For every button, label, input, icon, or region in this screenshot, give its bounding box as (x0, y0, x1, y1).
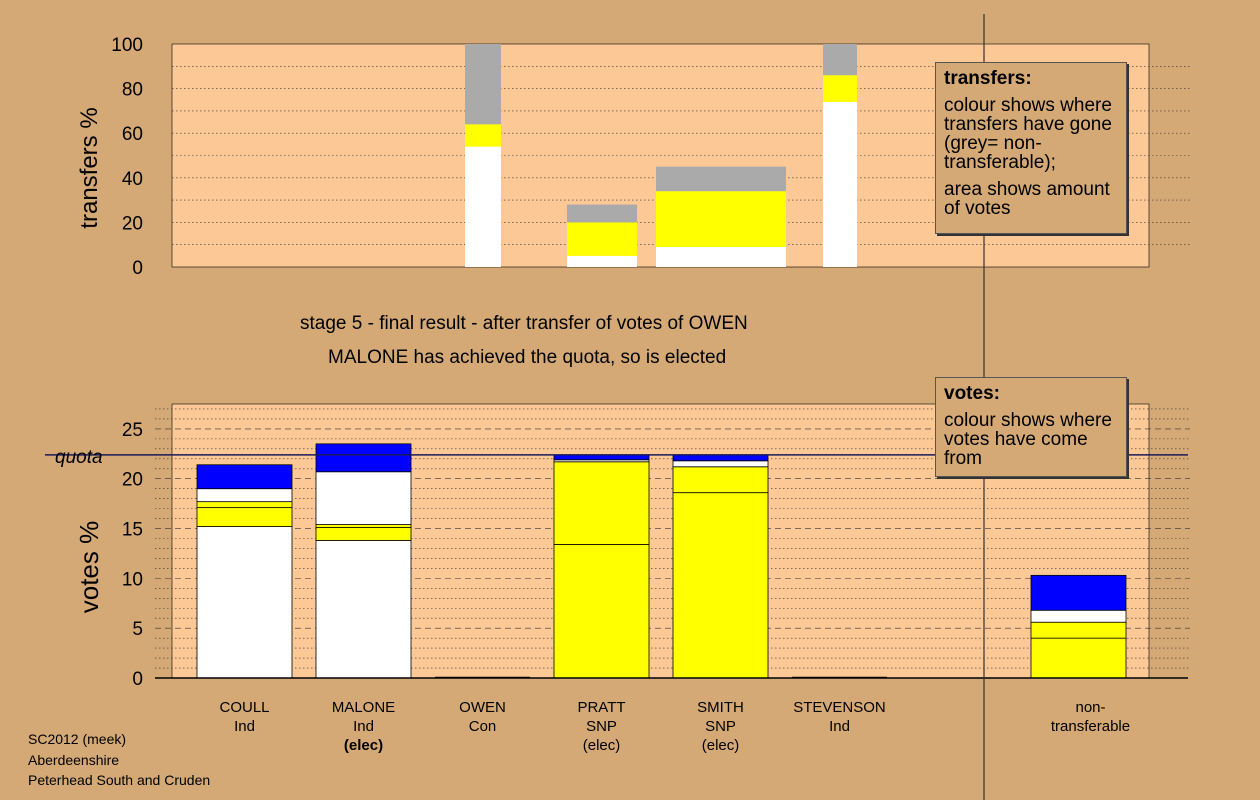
vote-bar-segment (672, 466, 769, 494)
transfers-y-ticks: 0 20 40 60 80 100 (111, 35, 143, 279)
footer-ward: Peterhead South and Cruden (28, 772, 211, 788)
votes-legend: votes: colour shows where votes have com… (935, 377, 1127, 477)
vote-bar-segment (196, 464, 293, 490)
votes-legend-title: votes: (944, 383, 1000, 404)
transfer-bar-segment (823, 101, 857, 267)
transfer-bar-segment (465, 124, 501, 147)
y-tick-label: 10 (122, 569, 143, 590)
vote-bar-segment (1030, 637, 1127, 679)
transfers-legend-area-text: area shows amount of votes (944, 179, 1110, 219)
y-tick-label: 80 (122, 80, 143, 101)
y-tick-label: 25 (122, 420, 143, 441)
transfers-legend-text: colour shows where transfers have gone (… (944, 95, 1112, 173)
vote-bar-segment (1030, 574, 1127, 611)
category-label: SNP (705, 718, 736, 735)
vote-bar-segment (196, 507, 293, 527)
category-label: (elec) (344, 737, 383, 754)
votes-bars (196, 443, 1127, 679)
vote-bar-segment (672, 460, 769, 468)
category-label: Ind (234, 718, 255, 735)
stage-caption: stage 5 - final result - after transfer … (300, 313, 748, 334)
vote-bar-segment (315, 443, 412, 473)
vote-bar-segment (196, 501, 293, 509)
category-label: SNP (586, 718, 617, 735)
category-label: (elec) (583, 737, 621, 754)
transfer-bar-segment (567, 222, 637, 256)
y-tick-label: 40 (122, 169, 143, 190)
y-tick-label: 5 (132, 619, 143, 640)
vote-bar-segment (672, 492, 769, 679)
y-tick-label: 0 (132, 258, 143, 279)
transfers-legend: transfers: colour shows where transfers … (935, 62, 1127, 234)
y-tick-label: 0 (132, 669, 143, 690)
transfer-bar-segment (465, 146, 501, 267)
vote-bar-segment (196, 488, 293, 503)
transfer-bar-segment (823, 75, 857, 102)
transfer-bar-segment (567, 255, 637, 267)
y-tick-label: 15 (122, 520, 143, 541)
category-label: Ind (353, 718, 374, 735)
transfer-bar-segment (656, 191, 786, 247)
transfers-legend-title: transfers: (944, 68, 1032, 89)
category-label: Ind (829, 718, 850, 735)
transfer-bar-segment (656, 246, 786, 267)
y-tick-label: 20 (122, 470, 143, 491)
category-label: MALONE (332, 699, 395, 716)
transfer-bar-segment (465, 44, 501, 125)
category-label: Con (469, 718, 497, 735)
vote-bar-segment (672, 454, 769, 462)
vote-bar-segment (553, 461, 650, 545)
votes-legend-text: colour shows where votes have come from (944, 410, 1112, 469)
y-tick-label: 60 (122, 124, 143, 145)
votes-y-axis-label: votes % (74, 521, 104, 614)
transfers-y-axis-label: transfers % (76, 107, 103, 228)
votes-y-ticks: 0 5 10 15 20 25 (122, 420, 143, 690)
votes-category-labels: COULL Ind MALONE Ind (elec) OWEN Con PRATT SNP (e… (219, 699, 1130, 754)
quota-caption: MALONE has achieved the quota, so is ele… (328, 347, 727, 368)
category-label: transferable (1051, 718, 1130, 735)
vote-bar-segment (1030, 621, 1127, 639)
footer-election: SC2012 (meek) (28, 731, 127, 747)
category-label: (elec) (702, 737, 740, 754)
category-label: non- (1075, 699, 1105, 716)
transfer-bar-segment (656, 166, 786, 192)
vote-bar-segment (315, 471, 412, 525)
category-label: PRATT (577, 699, 625, 716)
transfers-bars (465, 44, 857, 267)
transfer-bar-segment (567, 204, 637, 223)
vote-bar-segment (196, 526, 293, 679)
footer-council: Aberdeenshire (28, 752, 120, 768)
vote-bar-segment (315, 527, 412, 541)
vote-bar-segment (315, 540, 412, 679)
vote-bar-segment (1030, 609, 1127, 623)
category-label: SMITH (697, 699, 744, 716)
vote-bar-segment (553, 544, 650, 679)
category-label: OWEN (459, 699, 506, 716)
y-tick-label: 100 (111, 35, 143, 56)
quota-label: quota (55, 447, 103, 468)
category-label: COULL (219, 699, 269, 716)
transfer-bar-segment (823, 44, 857, 76)
category-label: STEVENSON (793, 699, 886, 716)
y-tick-label: 20 (122, 213, 143, 234)
vote-bar-segment (315, 524, 412, 528)
